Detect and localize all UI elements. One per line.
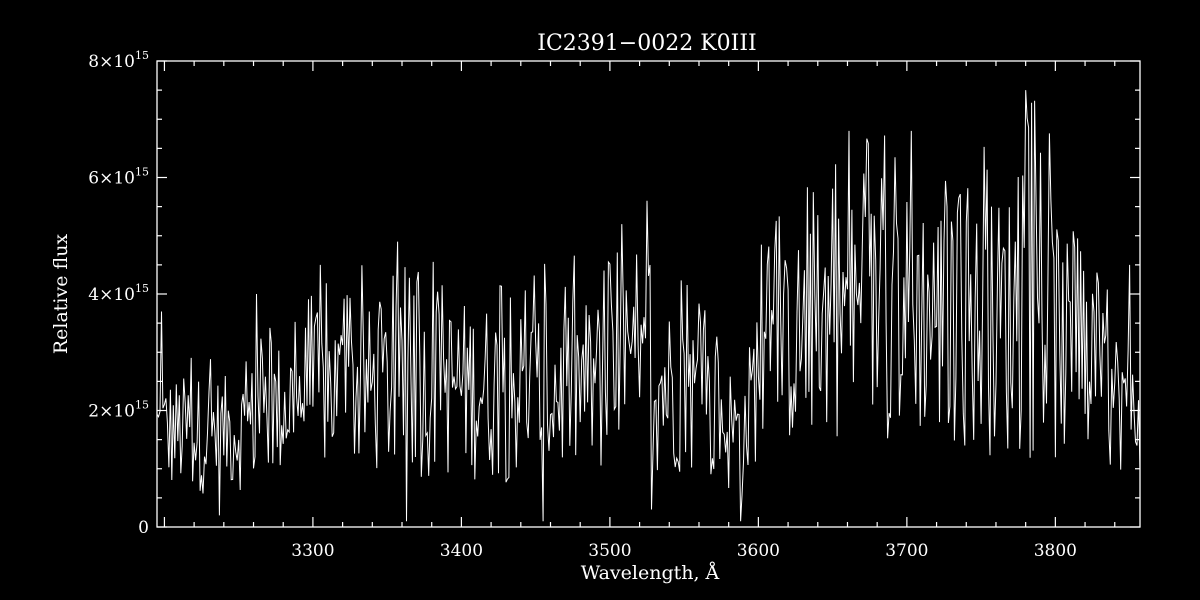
y-tick-mantissa: 0	[138, 518, 149, 538]
y-axis-label: Relative flux	[50, 234, 72, 355]
x-tick-label: 3400	[440, 541, 483, 561]
y-tick-exponent: 15	[135, 399, 149, 412]
x-axis-label: Wavelength, Å	[581, 562, 720, 584]
y-tick-exponent: 15	[135, 282, 149, 295]
y-tick-label: 8×1015	[88, 49, 149, 72]
y-tick-label: 6×1015	[88, 166, 149, 189]
y-tick-label: 0	[138, 518, 149, 538]
y-tick-mantissa: 4×10	[88, 285, 135, 305]
x-tick-label: 3700	[885, 541, 928, 561]
y-tick-mantissa: 6×10	[88, 169, 135, 189]
y-tick-label: 4×1015	[88, 282, 149, 305]
x-tick-label: 3500	[588, 541, 631, 561]
y-tick-mantissa: 8×10	[88, 52, 135, 72]
y-tick-mantissa: 2×10	[88, 402, 135, 422]
y-tick-exponent: 15	[135, 166, 149, 179]
x-tick-label: 3600	[737, 541, 780, 561]
x-tick-labels: 3300 3400 3500 3600 3700 3800	[291, 541, 1077, 561]
x-tick-label: 3300	[291, 541, 334, 561]
spectrum-series-line	[156, 90, 1141, 522]
y-tick-label: 2×1015	[88, 399, 149, 422]
chart-title: IC2391−0022 K0III	[537, 31, 756, 56]
y-tick-exponent: 15	[135, 49, 149, 62]
x-tick-label: 3800	[1034, 541, 1077, 561]
